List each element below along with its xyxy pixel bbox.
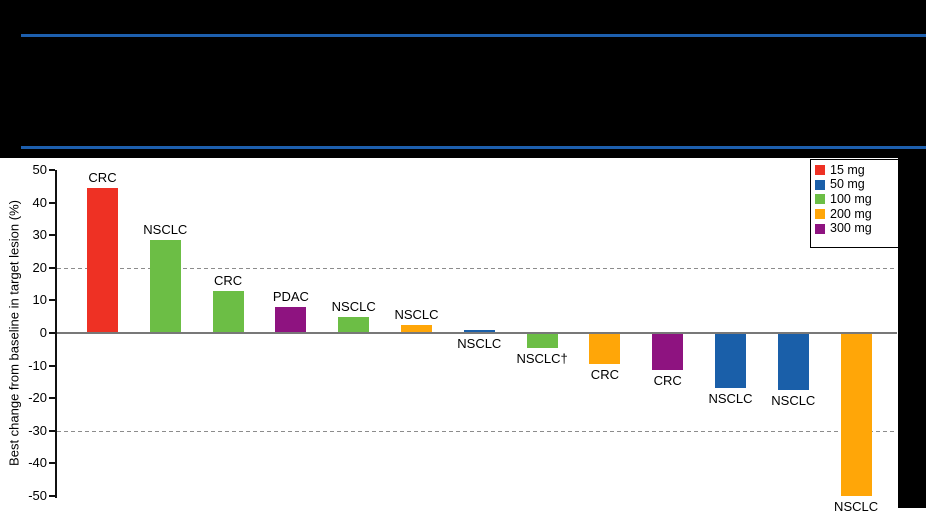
bar-2-nsclc [149, 240, 181, 333]
legend-item: 15 mg [815, 163, 905, 178]
bar-label: CRC [653, 373, 682, 389]
y-axis-tick [49, 397, 55, 400]
header-redacted-area [0, 0, 926, 158]
y-axis-tick [49, 169, 55, 171]
y-axis-tick-label: 40 [32, 194, 47, 210]
y-axis-tick [49, 364, 55, 367]
header-divider-top [21, 34, 926, 37]
y-axis-tick-label: -40 [28, 455, 47, 471]
bar-7-nsclc [463, 329, 495, 333]
legend-item-label: 200 mg [830, 206, 872, 221]
bar-9-crc [589, 333, 621, 364]
waterfall-chart: Best change from baseline in target lesi… [0, 158, 926, 519]
y-axis-tick-label: -10 [28, 357, 47, 373]
y-axis-tick-label: 0 [39, 325, 47, 340]
legend-swatch [815, 165, 825, 176]
legend-swatch [815, 209, 825, 220]
y-axis-tick-label: 10 [32, 292, 47, 308]
bar-13-nsclc [840, 333, 872, 496]
bar-label: NSCLC [331, 298, 376, 314]
y-axis-tick-label: 20 [32, 259, 47, 275]
y-axis-tick-label: -50 [28, 488, 47, 503]
legend-item-label: 50 mg [830, 177, 865, 192]
legend-swatch [815, 179, 825, 190]
bar-label: NSCLC [771, 393, 816, 409]
legend-item: 100 mg [815, 192, 905, 207]
bar-label: CRC [590, 366, 619, 382]
right-black-mask [898, 158, 926, 508]
bar-3-crc [212, 290, 244, 333]
bar-label: CRC [214, 272, 243, 288]
y-axis-tick [49, 332, 55, 334]
legend-item: 50 mg [815, 178, 905, 193]
bar-label: NSCLC [834, 499, 879, 514]
legend-swatch [815, 194, 825, 205]
bar-1-crc [87, 187, 118, 333]
legend: 15 mg 50 mg 100 mg 200 mg 300 mg [810, 159, 906, 248]
reference-line [57, 430, 897, 432]
bar-11-nsclc [715, 333, 746, 389]
y-axis-line [55, 170, 57, 498]
bar-label: PDAC [272, 288, 309, 304]
bar-12-nsclc [777, 333, 809, 391]
header-divider-bottom [21, 146, 926, 149]
legend-item-label: 15 mg [830, 162, 865, 177]
legend-item-label: 100 mg [830, 191, 872, 206]
y-axis-tick-label: -20 [28, 390, 47, 406]
y-axis-tick [49, 201, 55, 204]
bar-label: NSCLC [394, 306, 439, 322]
bar-6-nsclc [401, 324, 432, 333]
y-axis-tick [49, 299, 55, 302]
bar-label: NSCLC [708, 391, 753, 407]
bar-label: CRC [88, 169, 117, 185]
y-axis-tick [49, 429, 55, 432]
y-axis-tick [49, 495, 55, 497]
reference-line [57, 267, 897, 269]
bar-label: NSCLC [143, 222, 188, 238]
legend-swatch [815, 223, 825, 234]
bar-10-crc [652, 333, 684, 371]
bar-8-nsclc [526, 333, 558, 348]
bar-label: NSCLC† [516, 350, 568, 366]
bar-label: NSCLC [457, 336, 502, 351]
bar-4-pdac [275, 306, 307, 333]
legend-item-label: 300 mg [830, 221, 872, 236]
y-axis-tick [49, 266, 55, 269]
y-axis-tick-label: 50 [32, 162, 47, 177]
zero-baseline [57, 332, 897, 334]
legend-item: 200 mg [815, 207, 905, 222]
bar-5-nsclc [338, 316, 370, 333]
y-axis-tick-label: -30 [28, 422, 47, 438]
y-axis-tick [49, 234, 55, 237]
y-axis-tick-label: 30 [32, 227, 47, 243]
y-axis-tick [49, 462, 55, 465]
legend-item: 300 mg [815, 221, 905, 236]
